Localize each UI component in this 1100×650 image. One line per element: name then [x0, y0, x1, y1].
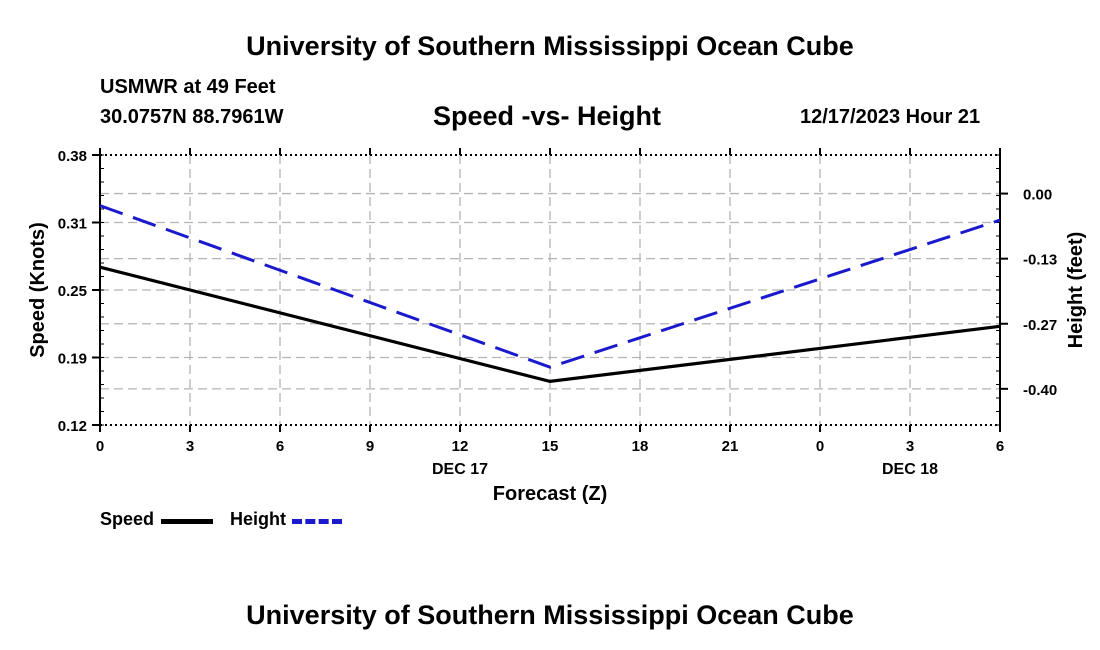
- legend-speed-label: Speed: [100, 509, 155, 529]
- x-axis-label: Forecast (Z): [493, 483, 607, 505]
- forecast-datetime: 12/17/2023 Hour 21: [800, 106, 981, 128]
- legend-height-swatch: [292, 519, 342, 524]
- height-series-line: [99, 204, 1001, 369]
- x-tick-label: 21: [722, 438, 739, 455]
- x-tick-label: 15: [542, 438, 559, 455]
- station-coordinates: 30.0757N 88.7961W: [100, 106, 284, 128]
- y-tick-label: 0.25: [58, 283, 87, 300]
- y2-tick-label: -0.40: [1023, 382, 1057, 399]
- x-date-label: DEC 17: [432, 461, 488, 478]
- y-tick-label: 0.38: [58, 148, 87, 165]
- x-tick-label: 3: [186, 438, 194, 455]
- y2-tick-label: -0.27: [1023, 317, 1057, 334]
- station-label: USMWR at 49 Feet: [100, 76, 276, 98]
- y2-tick-label: 0.00: [1023, 187, 1052, 204]
- y2-axis-label: Height (feet): [1065, 232, 1087, 349]
- x-tick-label: 3: [906, 438, 914, 455]
- x-tick-label: 0: [816, 438, 824, 455]
- footer-title: University of Southern Mississippi Ocean…: [246, 600, 854, 630]
- x-tick-label: 6: [276, 438, 284, 455]
- chart-title: Speed -vs- Height: [433, 101, 662, 131]
- y-axis-label: Speed (Knots): [27, 222, 49, 358]
- x-tick-label: 6: [996, 438, 1004, 455]
- main-title: University of Southern Mississippi Ocean…: [246, 31, 854, 61]
- x-date-label: DEC 18: [882, 461, 938, 478]
- x-tick-label: 9: [366, 438, 374, 455]
- y-tick-label: 0.31: [58, 216, 87, 233]
- legend-speed-swatch: [161, 519, 213, 524]
- y2-tick-label: -0.13: [1023, 252, 1057, 269]
- x-tick-label: 12: [452, 438, 469, 455]
- x-tick-label: 0: [96, 438, 104, 455]
- x-tick-label: 18: [632, 438, 649, 455]
- y-tick-label: 0.19: [58, 351, 87, 368]
- y-tick-label: 0.12: [58, 418, 87, 435]
- legend-height-label: Height: [230, 509, 286, 529]
- speed-series-line: [99, 265, 1001, 384]
